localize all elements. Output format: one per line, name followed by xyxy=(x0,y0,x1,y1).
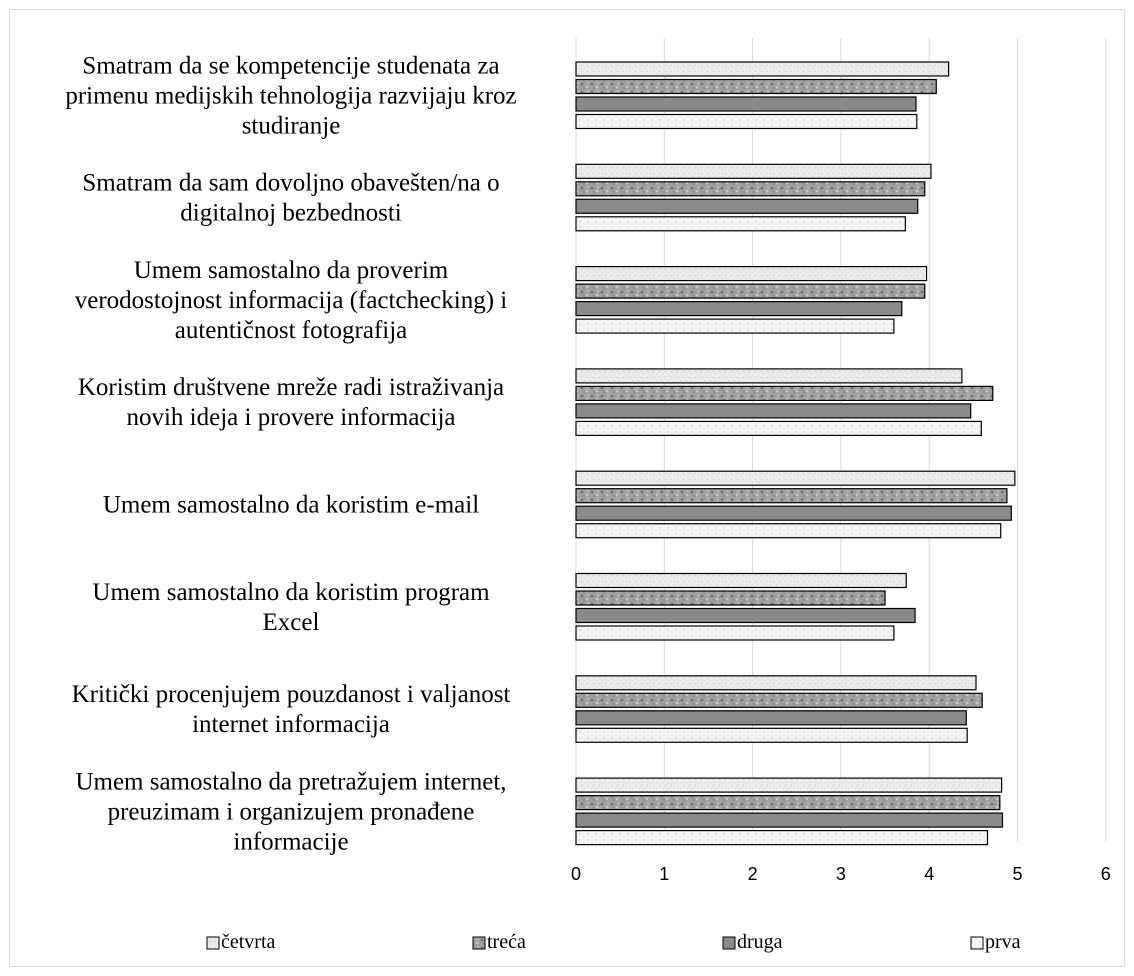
legend-label: druga xyxy=(737,931,783,953)
bar-treća-0 xyxy=(575,78,937,95)
bar-prva-1 xyxy=(575,216,906,232)
chart-frame: Smatram da se kompetencije studenata za p… xyxy=(9,9,1125,967)
legend-swatch xyxy=(206,936,220,950)
bar-prva-7 xyxy=(575,829,989,846)
bar-druga-5 xyxy=(575,607,916,624)
bar-prva-6 xyxy=(575,727,968,743)
bar-treća-7 xyxy=(575,794,1001,811)
legend-swatch xyxy=(970,936,984,950)
category-label-line: Umem samostalno da koristim e-mail xyxy=(103,491,479,518)
legend-label: četvrta xyxy=(221,931,276,953)
x-tick-label-0: 0 xyxy=(571,864,581,884)
category-label-line: informacije xyxy=(233,828,348,855)
legend-label: prva xyxy=(985,931,1021,953)
bar-prva-2 xyxy=(575,318,895,334)
category-label-5: Umem samostalno da koristim program Excel xyxy=(92,579,490,636)
category-label-line: Umem samostalno da koristim program xyxy=(92,579,490,606)
x-tick-label-1: 1 xyxy=(659,864,669,884)
legend-item-četvrta: četvrta xyxy=(206,931,276,953)
legend-item-druga: druga xyxy=(722,931,783,953)
bar-druga-4 xyxy=(575,505,1012,521)
category-label-line: autentičnost fotografija xyxy=(175,317,408,344)
bar-chart: Smatram da se kompetencije studenata za p… xyxy=(65,38,1111,953)
x-axis-tick-labels: 0 1 2 3 4 5 6 xyxy=(571,864,1111,884)
bar-četvrta-3 xyxy=(575,368,963,384)
legend-item-treća: treća xyxy=(472,931,526,953)
bar-prva-5 xyxy=(575,625,895,641)
legend-swatch xyxy=(472,936,486,950)
legend-swatch xyxy=(722,936,736,950)
category-label-line: Excel xyxy=(263,609,320,636)
bar-treća-6 xyxy=(575,692,983,708)
category-label-line: preuzimam i organizujem pronađene xyxy=(108,798,475,825)
legend: četvrta treća druga prva xyxy=(206,931,1021,953)
category-label-line: verodostojnost informacija (factchecking… xyxy=(75,287,508,314)
category-label-3: Koristim društvene mreže radi istraživan… xyxy=(78,374,504,431)
bar-treća-3 xyxy=(575,385,994,401)
x-tick-label-4: 4 xyxy=(924,864,934,884)
legend-item-prva: prva xyxy=(970,931,1021,953)
bars xyxy=(575,61,1016,846)
category-label-7: Umem samostalno da pretražujem internet,… xyxy=(75,768,506,855)
bar-četvrta-0 xyxy=(575,61,950,77)
x-tick-label-6: 6 xyxy=(1101,864,1111,884)
bar-četvrta-7 xyxy=(575,777,1003,793)
category-label-line: Smatram da sam dovoljno obavešten/na o xyxy=(82,170,499,197)
category-label-line: novih ideja i provere informacija xyxy=(126,404,455,431)
category-label-1: Smatram da sam dovoljno obavešten/na o di… xyxy=(82,170,499,227)
bar-četvrta-1 xyxy=(575,163,932,179)
category-label-line: Umem samostalno da pretražujem internet, xyxy=(75,768,506,795)
bar-četvrta-6 xyxy=(575,675,977,691)
bar-druga-7 xyxy=(575,812,1004,828)
bar-prva-4 xyxy=(575,523,1002,539)
category-label-line: Umem samostalno da proverim xyxy=(134,257,449,284)
bar-druga-0 xyxy=(575,96,917,112)
category-label-line: primenu medijskih tehnologija razvijaju … xyxy=(65,82,516,109)
legend-label: treća xyxy=(487,931,526,953)
bar-treća-2 xyxy=(575,283,926,299)
category-label-line: Kritički procenjujem pouzdanost i valjan… xyxy=(72,681,511,708)
bar-druga-1 xyxy=(575,198,919,214)
category-label-line: digitalnoj bezbednosti xyxy=(180,200,402,227)
bar-četvrta-5 xyxy=(575,572,907,589)
x-tick-label-5: 5 xyxy=(1012,864,1022,884)
bar-druga-2 xyxy=(575,301,903,317)
bar-prva-3 xyxy=(575,420,982,436)
category-label-line: Koristim društvene mreže radi istraživan… xyxy=(78,374,504,401)
bar-prva-0 xyxy=(575,113,918,130)
bar-četvrta-2 xyxy=(575,266,928,282)
category-label-line: Smatram da se kompetencije studenata za xyxy=(82,52,499,79)
bar-treća-4 xyxy=(575,488,1008,504)
category-label-line: studiranje xyxy=(242,112,341,139)
bar-treća-5 xyxy=(575,590,886,606)
category-labels: Smatram da se kompetencije studenata za p… xyxy=(65,52,516,855)
x-tick-label-3: 3 xyxy=(836,864,846,884)
category-label-0: Smatram da se kompetencije studenata za p… xyxy=(65,52,516,139)
category-label-2: Umem samostalno da proverim verodostojnos… xyxy=(75,257,508,344)
category-label-6: Kritički procenjujem pouzdanost i valjan… xyxy=(72,681,511,738)
bar-treća-1 xyxy=(575,181,926,197)
category-label-line: internet informacija xyxy=(192,711,390,738)
bar-druga-6 xyxy=(575,710,967,726)
x-tick-label-2: 2 xyxy=(748,864,758,884)
bar-druga-3 xyxy=(575,403,972,419)
category-label-4: Umem samostalno da koristim e-mail xyxy=(103,491,479,518)
bar-četvrta-4 xyxy=(575,470,1016,486)
